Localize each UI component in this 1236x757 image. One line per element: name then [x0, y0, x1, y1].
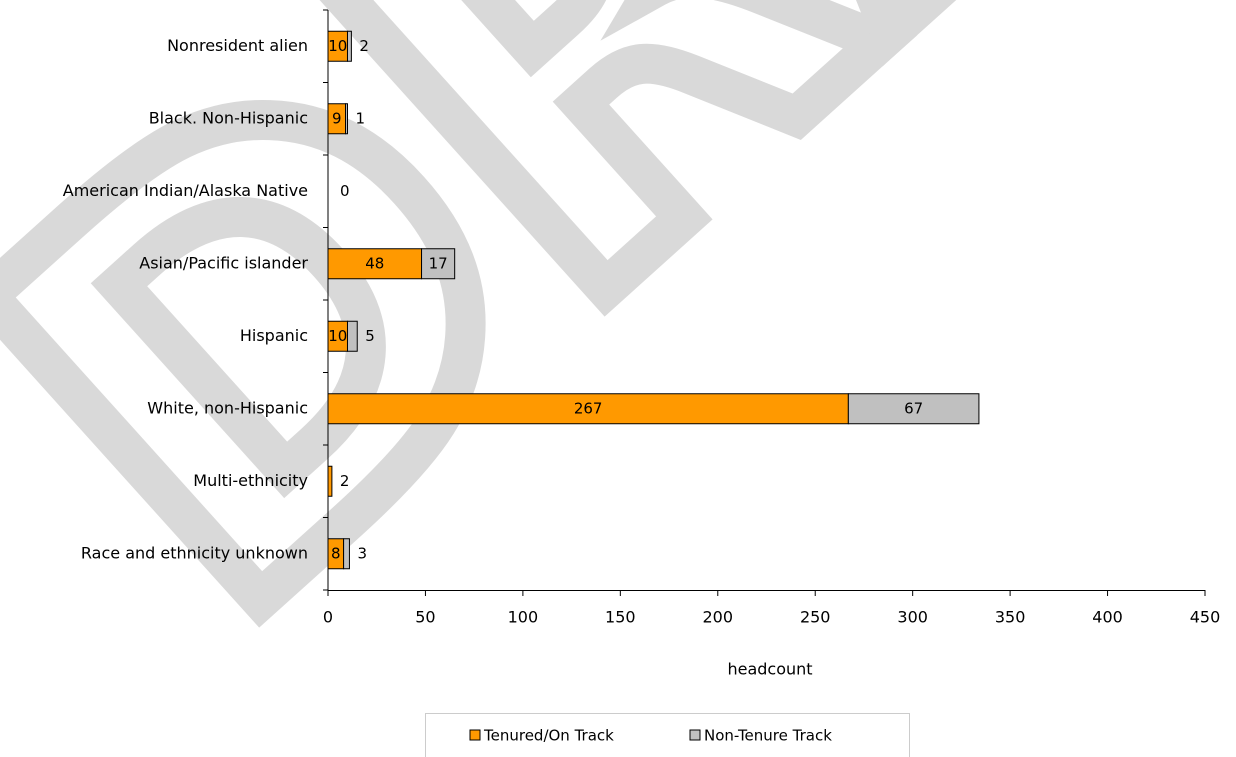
value-label: 5 — [365, 327, 375, 345]
y-tick-label: Asian/Pacific islander — [139, 253, 308, 272]
value-label: 17 — [429, 254, 448, 272]
value-label: 3 — [357, 544, 367, 562]
legend-swatch — [469, 729, 481, 741]
bar-segment — [421, 248, 456, 280]
value-label: 48 — [365, 254, 384, 272]
legend-label: Non-Tenure Track — [704, 727, 832, 745]
value-label: 10 — [328, 37, 347, 55]
value-label: 67 — [904, 399, 923, 417]
bar-segment — [343, 538, 350, 570]
y-tick-label: Hispanic — [240, 326, 308, 345]
value-label: 0 — [340, 182, 350, 200]
x-axis-label: headcount — [727, 660, 812, 679]
bar-segment — [327, 248, 423, 280]
legend-swatch — [689, 729, 701, 741]
x-tick-label: 250 — [800, 608, 831, 627]
y-tick-label: Race and ethnicity unknown — [81, 543, 308, 562]
value-label: 2 — [340, 472, 350, 490]
bar-segment — [847, 393, 980, 425]
value-label: 8 — [331, 544, 341, 562]
x-tick-label: 400 — [1092, 608, 1123, 627]
value-label: 1 — [355, 109, 365, 127]
y-tick-label: Nonresident alien — [167, 36, 308, 55]
value-label: 2 — [359, 37, 369, 55]
bar-segment — [327, 393, 849, 425]
x-tick-label: 350 — [995, 608, 1026, 627]
y-tick-label: White, non-Hispanic — [147, 398, 308, 417]
value-label: 9 — [332, 109, 342, 127]
x-tick-label: 0 — [323, 608, 333, 627]
bar-segment — [345, 103, 348, 135]
value-label: 267 — [574, 399, 603, 417]
x-tick-label: 300 — [897, 608, 928, 627]
y-tick-label: Black. Non-Hispanic — [149, 108, 308, 127]
x-tick-label: 450 — [1190, 608, 1221, 627]
bar-segment — [346, 30, 352, 62]
y-tick-label: Multi-ethnicity — [193, 471, 308, 490]
bar-segment — [327, 465, 333, 497]
x-tick-label: 200 — [703, 608, 734, 627]
x-tick-label: 100 — [508, 608, 539, 627]
value-label: 10 — [328, 327, 347, 345]
legend-box — [425, 713, 910, 757]
y-tick-label: American Indian/Alaska Native — [63, 181, 308, 200]
x-tick-label: 150 — [605, 608, 636, 627]
legend-label: Tenured/On Track — [483, 727, 614, 745]
x-tick-label: 50 — [415, 608, 435, 627]
bar-segment — [346, 320, 358, 352]
